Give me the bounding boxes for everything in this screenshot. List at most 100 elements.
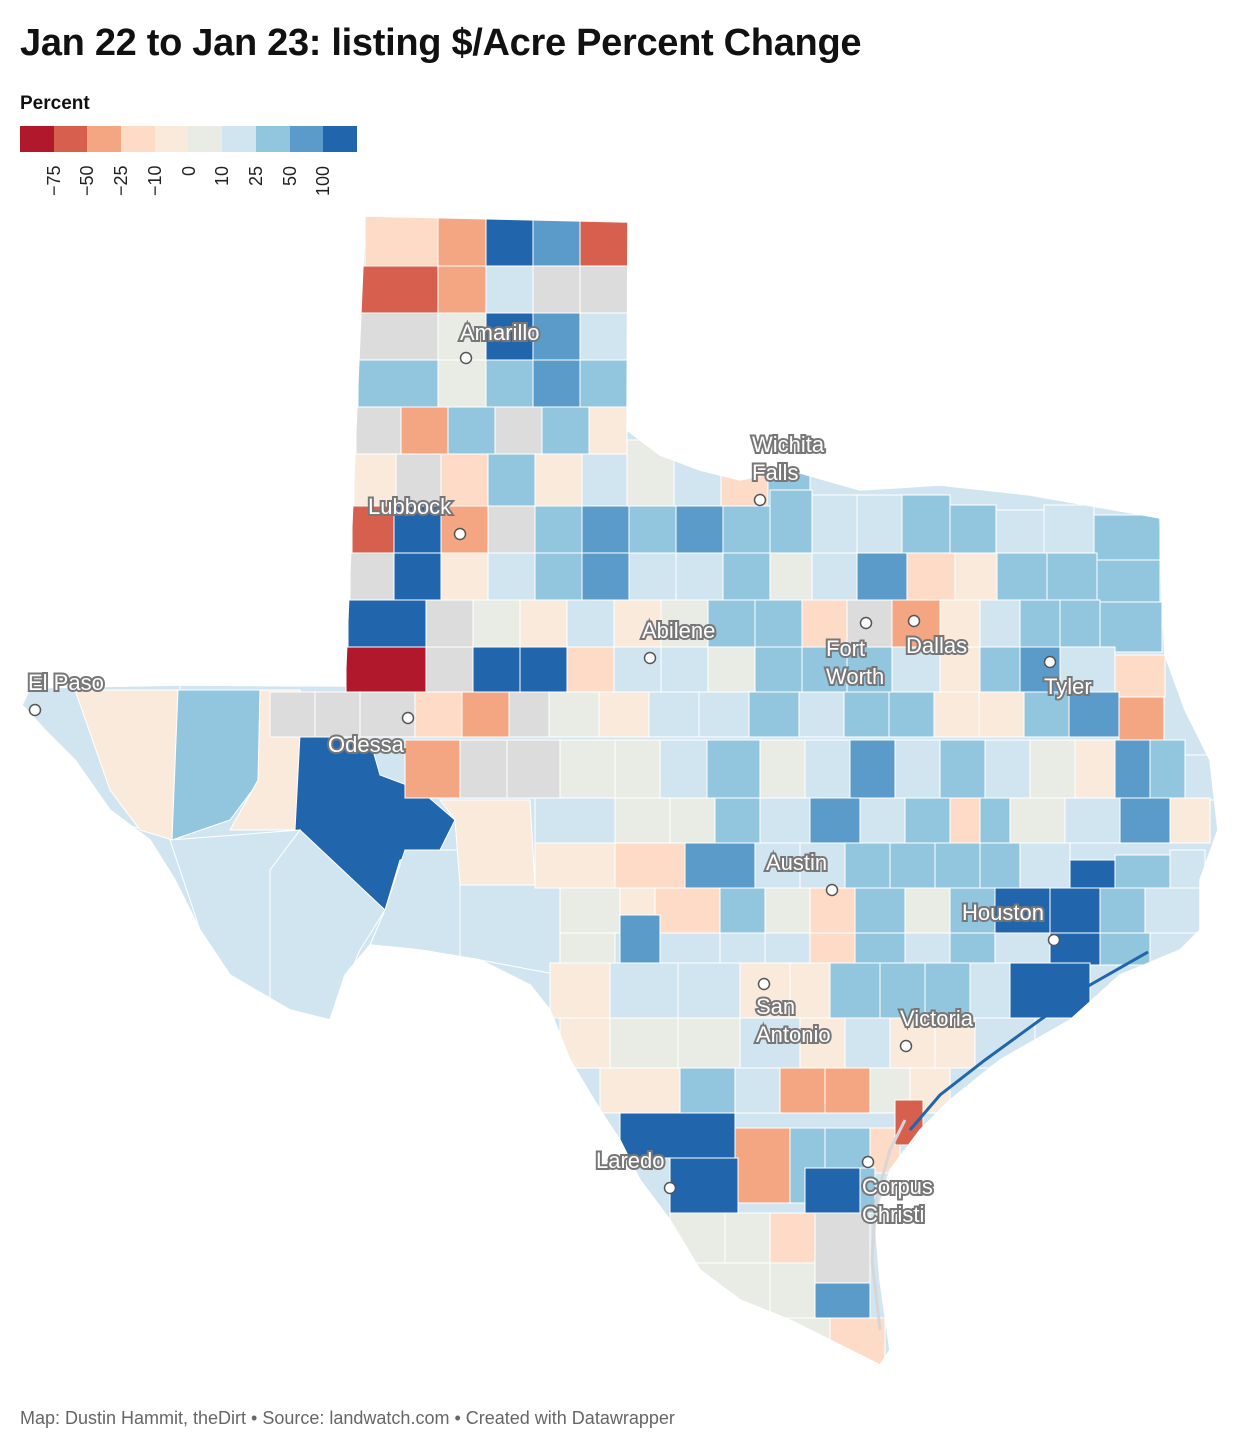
city-label: Amarillo (460, 320, 539, 345)
county (508, 691, 550, 738)
county (939, 599, 981, 648)
county (1009, 797, 1066, 844)
county (856, 552, 908, 601)
legend-swatch (154, 126, 189, 152)
city-label: Wichita (752, 432, 825, 457)
county (1114, 654, 1166, 698)
county (849, 739, 896, 799)
county (437, 216, 487, 267)
county (437, 359, 487, 408)
county (355, 406, 402, 455)
city-dot (753, 493, 767, 507)
county (654, 887, 721, 934)
county (1019, 842, 1071, 889)
county (579, 312, 629, 361)
city-label: Antonio (756, 1022, 831, 1047)
city-dot (859, 616, 873, 630)
city-label: Austin (766, 850, 827, 875)
county (669, 797, 716, 844)
county (669, 1157, 739, 1214)
county (706, 739, 761, 799)
city-label: Christi (862, 1202, 924, 1227)
city-marker: Wichita Falls (750, 430, 827, 507)
county (660, 646, 709, 693)
county (1074, 739, 1116, 799)
county (789, 962, 831, 1019)
county (534, 453, 583, 507)
legend-swatch (87, 126, 122, 152)
county (581, 552, 630, 601)
county (404, 739, 461, 799)
county (1169, 797, 1211, 844)
county (548, 691, 600, 738)
county (804, 1167, 861, 1214)
county (532, 359, 581, 408)
county (801, 646, 848, 693)
city-marker: Amarillo (458, 318, 541, 365)
city-dot (643, 651, 657, 665)
county (829, 1317, 886, 1365)
county (1009, 962, 1091, 1019)
county (1059, 599, 1101, 648)
county (799, 1017, 846, 1069)
county-choropleth (22, 216, 1218, 1365)
county (854, 932, 906, 966)
county (901, 494, 951, 554)
county (559, 739, 616, 799)
county (1099, 932, 1151, 966)
county (739, 1017, 801, 1069)
county (879, 962, 926, 1019)
legend-swatch (323, 126, 357, 152)
county (1068, 691, 1120, 738)
city-markers: Amarillo Wichita Falls Lubbock Abilene Fort Wo… (26, 318, 1094, 1229)
county (764, 887, 811, 934)
county (485, 359, 534, 408)
county (854, 887, 906, 934)
county (707, 646, 756, 693)
county (754, 646, 803, 693)
county (614, 842, 686, 889)
county (829, 962, 881, 1019)
legend-swatch (289, 126, 324, 152)
city-label: Houston (962, 900, 1044, 925)
city-label: Victoria (900, 1006, 974, 1031)
county (684, 842, 756, 889)
county (532, 216, 581, 267)
county (906, 552, 956, 601)
county (437, 265, 487, 314)
county (347, 599, 427, 648)
county (393, 505, 442, 554)
gulf-coast-barrier-islands (870, 950, 1149, 1331)
county (1149, 739, 1186, 799)
city-dot (757, 977, 771, 991)
city-marker: Odessa (326, 711, 415, 759)
county (437, 312, 487, 361)
county (439, 799, 536, 886)
county (995, 509, 1045, 554)
county (679, 1067, 736, 1114)
city-label: Corpus (862, 1174, 933, 1199)
county (609, 1017, 679, 1069)
county (74, 689, 179, 841)
county (724, 1212, 771, 1264)
county (1118, 696, 1165, 743)
county (1096, 559, 1161, 603)
county (579, 359, 629, 408)
county (979, 842, 1021, 889)
county (359, 265, 439, 314)
county (1046, 552, 1098, 601)
county (669, 1212, 726, 1264)
city-marker: Victoria (898, 1004, 976, 1053)
county (769, 489, 813, 554)
county (934, 842, 981, 889)
county (628, 552, 677, 601)
county (889, 1017, 936, 1069)
county (598, 691, 650, 738)
city-label: Dallas (906, 633, 967, 658)
county (648, 691, 700, 738)
county (487, 552, 536, 601)
city-dot (825, 883, 839, 897)
county (534, 552, 583, 601)
county (487, 453, 536, 507)
city-dot (663, 1181, 677, 1195)
